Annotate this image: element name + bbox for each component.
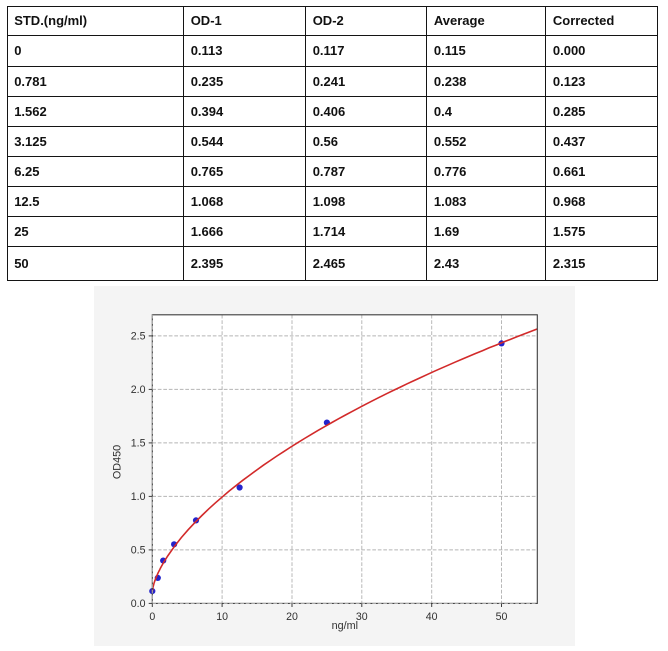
svg-text:OD450: OD450 [111, 445, 123, 479]
svg-text:1.5: 1.5 [131, 437, 146, 449]
svg-text:20: 20 [286, 611, 298, 623]
svg-text:30: 30 [356, 611, 368, 623]
svg-text:2.5: 2.5 [131, 330, 146, 342]
svg-text:10: 10 [216, 611, 228, 623]
svg-text:ng/ml: ng/ml [332, 620, 358, 632]
svg-text:2.0: 2.0 [131, 384, 146, 396]
svg-text:40: 40 [426, 611, 438, 623]
svg-text:50: 50 [496, 611, 508, 623]
svg-text:0.0: 0.0 [131, 598, 146, 610]
svg-text:0: 0 [149, 611, 155, 623]
svg-text:1.0: 1.0 [131, 491, 146, 503]
svg-text:0.5: 0.5 [131, 544, 146, 556]
